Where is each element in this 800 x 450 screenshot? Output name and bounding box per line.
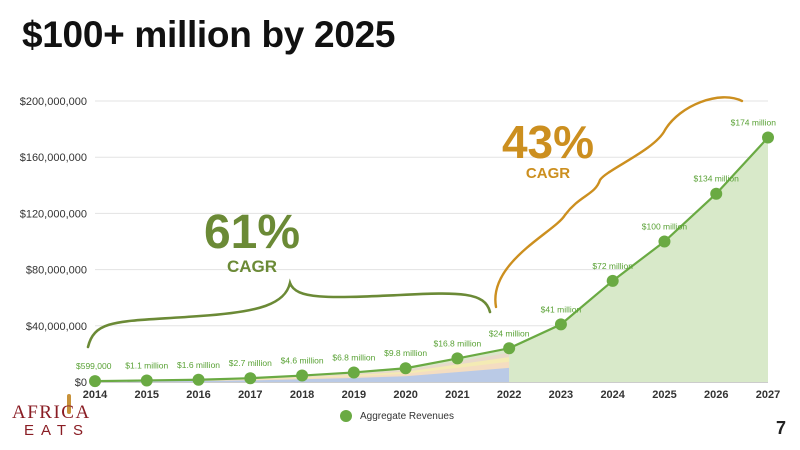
- logo-text-bottom: EATS: [24, 422, 91, 439]
- projected-area-fill: [509, 137, 768, 382]
- data-point: [296, 369, 309, 382]
- x-tick-label: 2015: [135, 389, 159, 401]
- y-tick-label: $40,000,000: [26, 321, 87, 333]
- data-label: $4.6 million: [281, 356, 324, 366]
- data-label: $100 million: [642, 222, 688, 232]
- data-label: $24 million: [489, 328, 530, 338]
- x-tick-label: 2017: [238, 389, 262, 401]
- data-point: [658, 235, 671, 248]
- data-point: [192, 373, 205, 386]
- data-point: [399, 362, 412, 375]
- x-tick-label: 2016: [186, 389, 210, 401]
- breakdown-band: [95, 367, 510, 382]
- x-tick-label: 2020: [393, 389, 417, 401]
- data-label: $1.6 million: [177, 360, 220, 370]
- revenue-area: [94, 136, 769, 383]
- data-label: $6.8 million: [332, 352, 375, 362]
- data-point: [606, 274, 619, 287]
- data-label: $16.8 million: [434, 338, 482, 348]
- data-label: $1.1 million: [125, 360, 168, 370]
- x-tick-label: 2025: [652, 389, 676, 401]
- y-tick-label: $80,000,000: [26, 265, 87, 277]
- x-tick-label: 2021: [445, 389, 469, 401]
- legend-label: Aggregate Revenues: [360, 410, 454, 422]
- right-cagr-value: 43%: [502, 116, 594, 168]
- data-label: $134 million: [694, 174, 740, 184]
- slide-title: $100+ million by 2025: [22, 14, 396, 55]
- y-axis: $0 $40,000,000 $80,000,000 $120,000,000 $160…: [20, 96, 87, 389]
- right-cagr-brace: [494, 96, 744, 309]
- data-point: [89, 375, 101, 388]
- x-tick-label: 2027: [756, 389, 780, 401]
- logo-text-top: AFRICA: [12, 402, 91, 423]
- x-tick-label: 2014: [83, 389, 108, 401]
- chart-legend: Aggregate Revenues: [340, 410, 454, 422]
- left-cagr-brace: [86, 278, 492, 349]
- data-labels: $599,000 $1.1 million $1.6 million $2.7 mil…: [76, 118, 776, 372]
- data-label: $174 million: [731, 118, 777, 128]
- x-tick-label: 2024: [600, 389, 625, 401]
- logo-mark-icon: [67, 394, 71, 414]
- left-cagr-label: CAGR: [227, 257, 277, 276]
- x-axis: 2014 2015 2016 2017 2018 2019 2020 2021 2022 2023…: [83, 389, 780, 401]
- data-label: $72 million: [592, 261, 633, 271]
- x-tick-label: 2026: [704, 389, 728, 401]
- left-cagr-value: 61%: [204, 206, 300, 259]
- data-label: $2.7 million: [229, 358, 272, 368]
- data-point: [503, 342, 516, 355]
- data-point: [762, 131, 774, 144]
- data-label: $599,000: [76, 361, 112, 371]
- data-point: [451, 352, 464, 365]
- data-point: [244, 372, 257, 385]
- data-point: [347, 366, 360, 379]
- y-tick-label: $0: [75, 377, 87, 389]
- data-point: [554, 318, 567, 331]
- y-tick-label: $200,000,000: [20, 96, 87, 108]
- data-point: [710, 187, 723, 200]
- x-tick-label: 2019: [342, 389, 366, 401]
- x-tick-label: 2018: [290, 389, 314, 401]
- africa-eats-logo: AFRICA EATS: [12, 394, 94, 442]
- x-tick-label: 2023: [549, 389, 573, 401]
- data-label: $41 million: [541, 304, 582, 314]
- series-line: [94, 136, 769, 383]
- right-cagr-label: CAGR: [526, 165, 570, 182]
- y-tick-label: $160,000,000: [20, 152, 87, 164]
- legend-marker: [340, 410, 352, 422]
- y-tick-label: $120,000,000: [20, 208, 87, 220]
- page-number: 7: [775, 418, 786, 438]
- x-tick-label: 2022: [497, 389, 521, 401]
- data-point: [140, 374, 153, 387]
- data-label: $9.8 million: [384, 348, 427, 358]
- revenue-points: [89, 131, 774, 388]
